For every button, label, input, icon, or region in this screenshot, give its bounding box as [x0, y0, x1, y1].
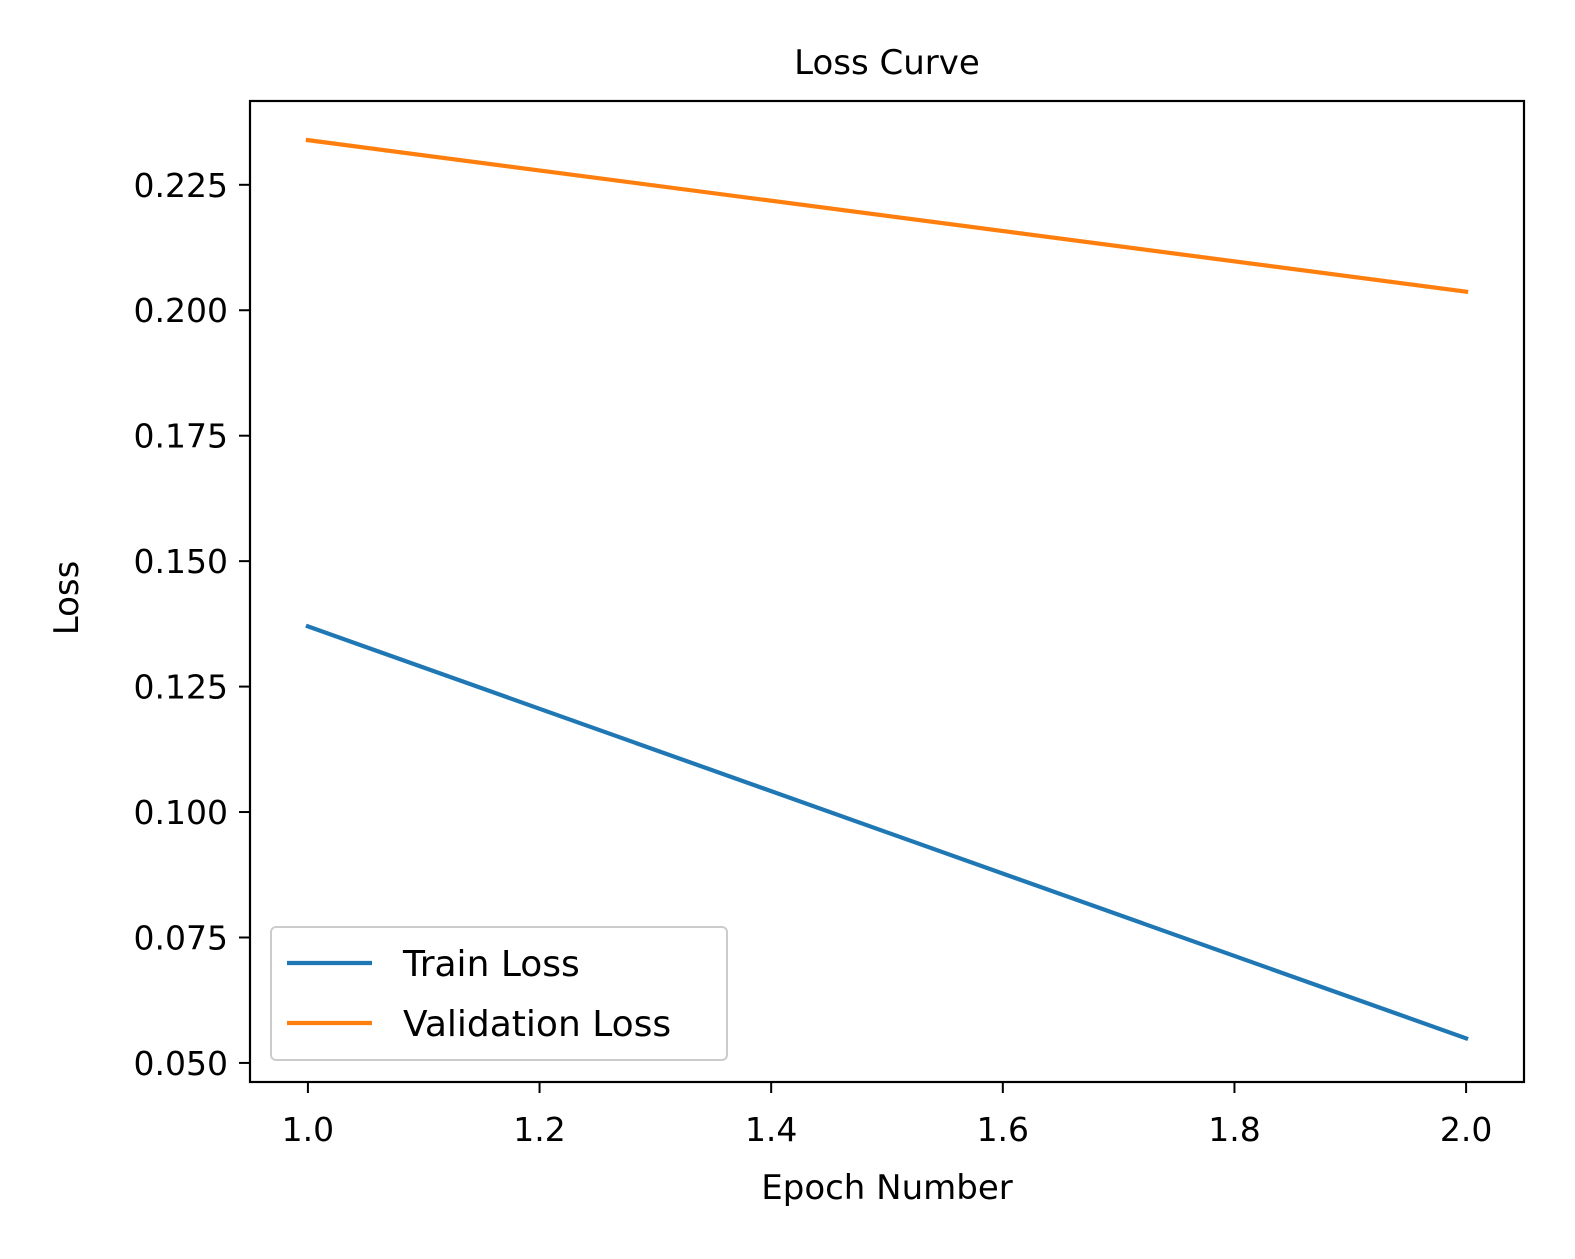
chart-title: Loss Curve — [794, 43, 980, 83]
legend-box — [270, 926, 728, 1061]
x-tick-label: 1.6 — [977, 1110, 1029, 1149]
train-loss-line — [305, 623, 1469, 1042]
y-tick-label: 0.225 — [134, 166, 228, 205]
x-tick-label: 1.4 — [745, 1110, 797, 1149]
x-tick-label: 1.0 — [282, 1110, 334, 1149]
y-tick-label: 0.200 — [134, 291, 228, 330]
series-lines — [305, 137, 1469, 1042]
legend: Train Loss Validation Loss — [270, 926, 728, 1061]
x-tick-label: 1.8 — [1208, 1110, 1260, 1149]
validation-loss-legend-label: Validation Loss — [403, 1004, 671, 1045]
train-loss-legend-label: Train Loss — [402, 944, 580, 985]
y-tick-label: 0.125 — [134, 668, 228, 707]
y-tick-label: 0.100 — [134, 793, 228, 832]
y-axis-title: Loss — [47, 561, 87, 636]
y-tick-label: 0.075 — [134, 918, 228, 957]
y-tick-label: 0.175 — [134, 417, 228, 456]
x-tick-label: 1.2 — [513, 1110, 565, 1149]
y-tick-label: 0.150 — [134, 542, 228, 581]
y-tick-label: 0.050 — [134, 1044, 228, 1083]
plot-area-frame — [248, 99, 1526, 1084]
x-axis-ticks: 1.0 1.2 1.4 1.6 1.8 2.0 — [282, 1082, 1492, 1149]
x-tick-label: 2.0 — [1440, 1110, 1492, 1149]
validation-loss-line — [305, 137, 1469, 295]
y-axis-ticks: 0.050 0.075 0.100 0.125 0.150 0.175 0.200 0.225 — [134, 166, 250, 1083]
x-axis-title: Epoch Number — [761, 1168, 1013, 1208]
legend-entries: Train Loss Validation Loss — [287, 944, 671, 1045]
